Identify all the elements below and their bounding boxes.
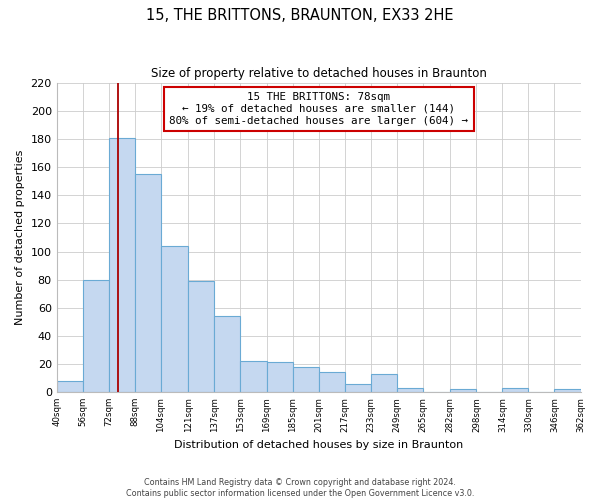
Bar xyxy=(214,316,241,392)
Bar xyxy=(319,372,344,392)
Text: Contains HM Land Registry data © Crown copyright and database right 2024.
Contai: Contains HM Land Registry data © Crown c… xyxy=(126,478,474,498)
Bar xyxy=(554,389,581,392)
Bar xyxy=(344,384,371,392)
Bar xyxy=(161,246,188,392)
Bar xyxy=(241,361,266,392)
Bar xyxy=(502,388,529,392)
Text: 15, THE BRITTONS, BRAUNTON, EX33 2HE: 15, THE BRITTONS, BRAUNTON, EX33 2HE xyxy=(146,8,454,22)
Bar xyxy=(451,389,476,392)
X-axis label: Distribution of detached houses by size in Braunton: Distribution of detached houses by size … xyxy=(174,440,463,450)
Y-axis label: Number of detached properties: Number of detached properties xyxy=(15,150,25,325)
Bar xyxy=(83,280,109,392)
Bar xyxy=(188,281,214,392)
Bar xyxy=(266,362,293,392)
Bar xyxy=(135,174,161,392)
Bar xyxy=(109,138,135,392)
Bar xyxy=(293,366,319,392)
Text: 15 THE BRITTONS: 78sqm
← 19% of detached houses are smaller (144)
80% of semi-de: 15 THE BRITTONS: 78sqm ← 19% of detached… xyxy=(169,92,468,126)
Bar xyxy=(397,388,422,392)
Title: Size of property relative to detached houses in Braunton: Size of property relative to detached ho… xyxy=(151,68,487,80)
Bar xyxy=(56,380,83,392)
Bar xyxy=(371,374,397,392)
